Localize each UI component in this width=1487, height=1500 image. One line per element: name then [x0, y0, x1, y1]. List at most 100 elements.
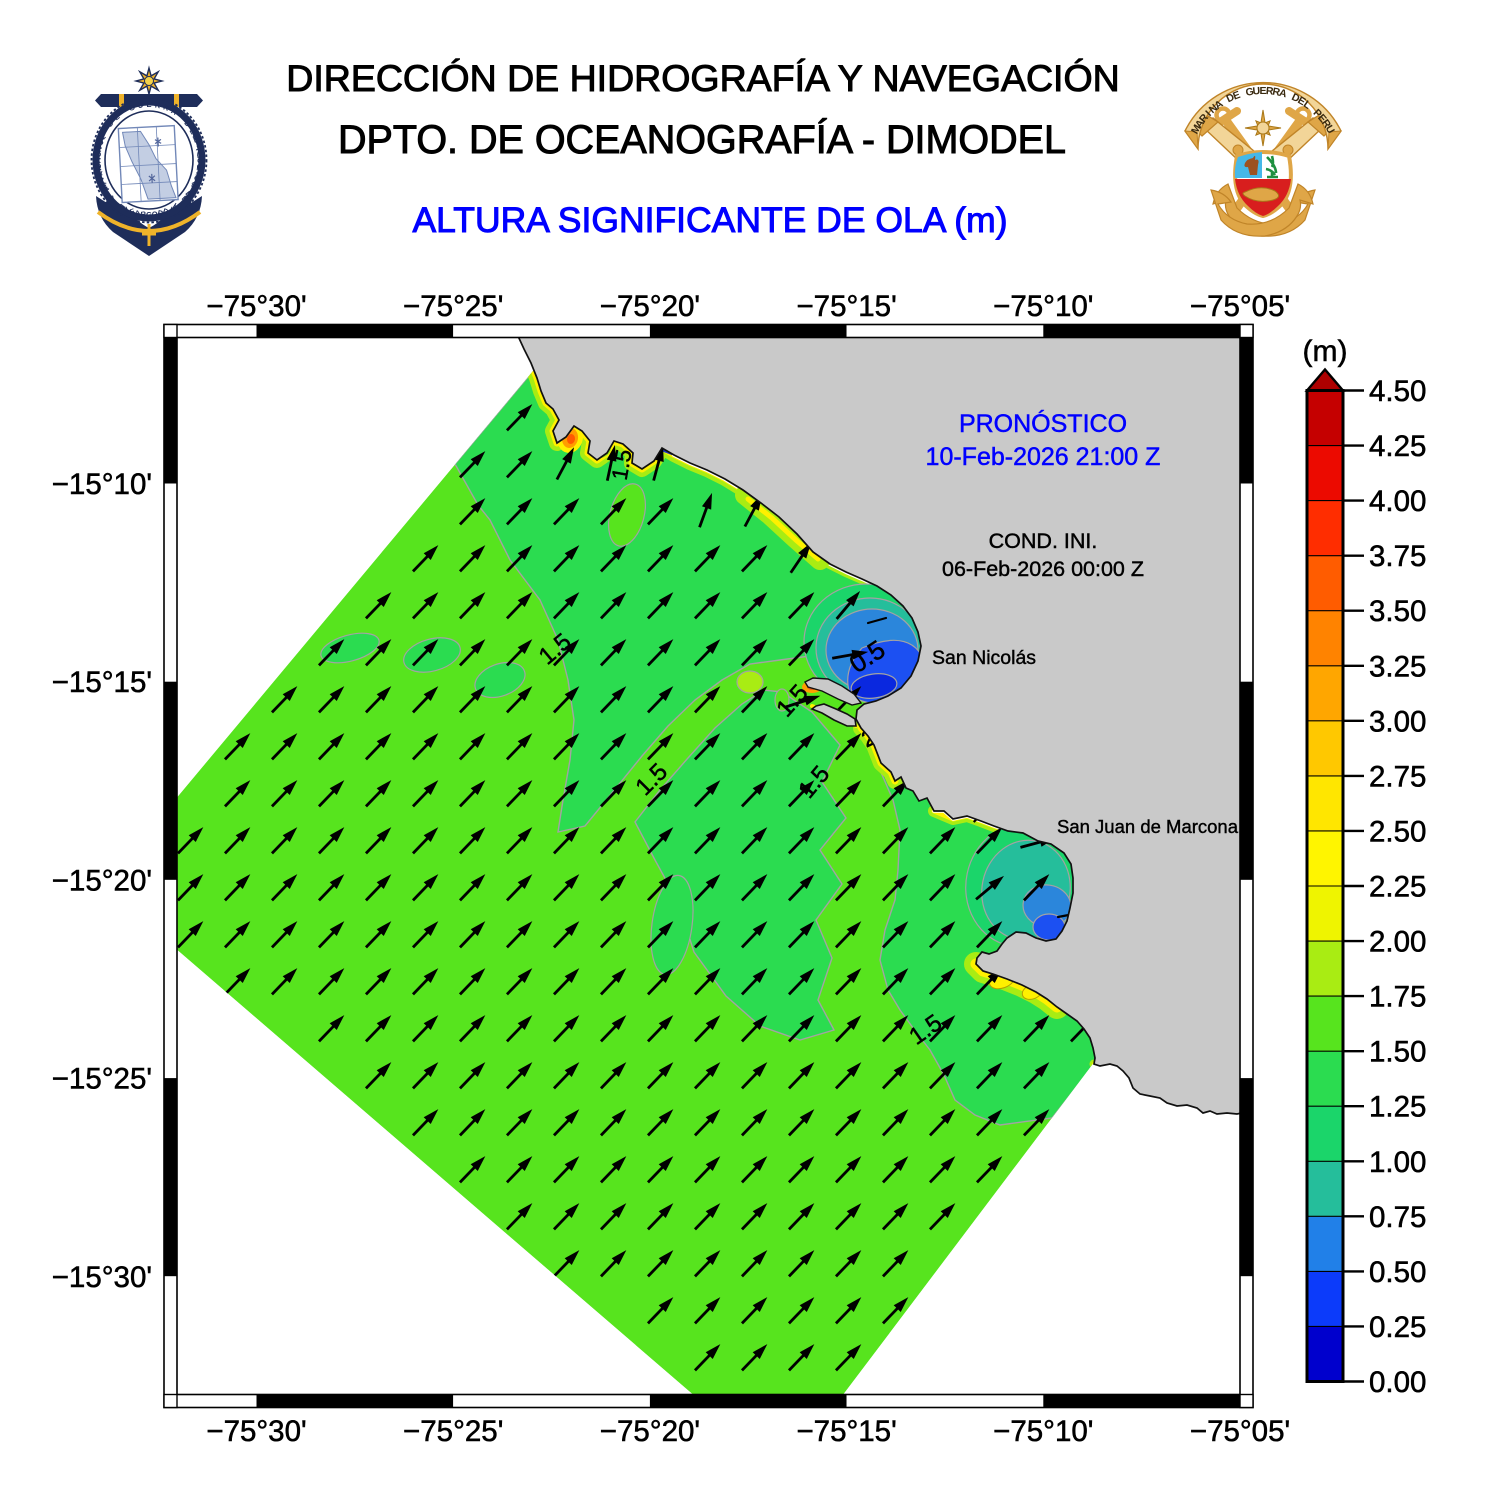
svg-text:R: R: [157, 208, 165, 218]
svg-text:C: C: [93, 151, 103, 158]
svg-text:N: N: [98, 133, 108, 142]
svg-text:COND. INI.: COND. INI.: [989, 529, 1098, 553]
svg-text:A: A: [1278, 87, 1289, 101]
svg-text:−75°25': −75°25': [403, 290, 503, 323]
svg-text:Y: Y: [108, 194, 118, 204]
svg-text:PRONÓSTICO: PRONÓSTICO: [959, 409, 1127, 438]
svg-text:U: U: [1252, 85, 1261, 98]
svg-text:V: V: [96, 175, 106, 183]
svg-text:I: I: [124, 205, 130, 214]
svg-text:E: E: [112, 112, 122, 122]
svg-text:−15°25': −15°25': [52, 1063, 152, 1096]
svg-text:C: C: [195, 163, 205, 170]
svg-text:U: U: [189, 182, 199, 191]
svg-text:G: G: [1245, 86, 1255, 99]
svg-text:D: D: [183, 189, 194, 199]
svg-text:A: A: [98, 179, 109, 188]
svg-text:I: I: [194, 171, 203, 175]
svg-text:R: R: [94, 164, 104, 171]
svg-text:I: I: [93, 157, 102, 159]
svg-text:D: D: [190, 133, 201, 142]
svg-text:−15°30': −15°30': [52, 1261, 152, 1294]
svg-text:D: D: [182, 119, 193, 129]
svg-text:0.25: 0.25: [1369, 1311, 1426, 1344]
svg-text:E: E: [180, 194, 190, 204]
svg-text:R: R: [1265, 85, 1274, 98]
svg-text:1.00: 1.00: [1369, 1146, 1426, 1179]
svg-text:−75°05': −75°05': [1190, 290, 1290, 323]
svg-text:3.50: 3.50: [1369, 595, 1426, 628]
svg-text:U: U: [137, 100, 144, 110]
svg-text:I: I: [94, 147, 103, 151]
svg-text:L: L: [192, 136, 202, 144]
svg-text:A: A: [170, 106, 180, 117]
svg-text:R: R: [154, 100, 161, 110]
svg-text:P: P: [195, 156, 204, 161]
svg-text:R: R: [1272, 86, 1282, 99]
svg-text:G: G: [146, 210, 152, 219]
svg-text:1.25: 1.25: [1369, 1091, 1426, 1124]
svg-text:R: R: [194, 145, 204, 153]
svg-text:2.75: 2.75: [1369, 760, 1426, 793]
svg-text:0.00: 0.00: [1369, 1366, 1426, 1399]
svg-text:0.75: 0.75: [1369, 1201, 1426, 1234]
svg-text:−75°15': −75°15': [796, 1415, 896, 1448]
svg-text:R: R: [140, 209, 147, 219]
svg-text:3.25: 3.25: [1369, 650, 1426, 683]
svg-text:1.50: 1.50: [1369, 1036, 1426, 1069]
svg-text:G: G: [94, 163, 104, 170]
svg-text:2.25: 2.25: [1369, 871, 1426, 904]
svg-text:A: A: [134, 208, 142, 218]
svg-text:−15°20': −15°20': [52, 864, 152, 897]
svg-text:I: I: [193, 140, 202, 145]
svg-text:−75°10': −75°10': [993, 1415, 1093, 1448]
svg-text:4.00: 4.00: [1369, 485, 1426, 518]
svg-text:3.75: 3.75: [1369, 540, 1426, 573]
svg-text:−75°20': −75°20': [600, 1415, 700, 1448]
svg-text:−75°15': −75°15': [796, 290, 896, 323]
svg-text:N: N: [101, 185, 112, 194]
svg-text:A: A: [93, 157, 102, 163]
svg-text:R: R: [162, 103, 171, 113]
svg-text:O: O: [95, 138, 105, 147]
svg-text:San Nicolás: San Nicolás: [932, 647, 1036, 669]
svg-text:E: E: [1231, 89, 1242, 103]
svg-text:06-Feb-2026 00:00 Z: 06-Feb-2026 00:00 Z: [942, 557, 1144, 581]
svg-text:I: I: [1203, 108, 1214, 119]
svg-text:1.75: 1.75: [1369, 981, 1426, 1014]
svg-text:10-Feb-2026 21:00 Z: 10-Feb-2026 21:00 Z: [926, 443, 1161, 471]
svg-text:N: N: [94, 146, 104, 153]
svg-text:3.00: 3.00: [1369, 705, 1426, 738]
svg-text:0.50: 0.50: [1369, 1256, 1426, 1289]
svg-text:A: A: [95, 173, 105, 182]
svg-text:E: E: [195, 165, 205, 171]
svg-text:4.25: 4.25: [1369, 430, 1426, 463]
svg-text:−15°10': −15°10': [52, 468, 152, 501]
svg-text:−75°20': −75°20': [600, 290, 700, 323]
svg-text:−75°25': −75°25': [403, 1415, 503, 1448]
svg-text:E: E: [146, 100, 151, 109]
svg-text:M: M: [99, 181, 110, 191]
svg-text:O: O: [192, 174, 202, 183]
svg-text:O: O: [151, 209, 158, 219]
svg-text:A: A: [117, 201, 127, 212]
svg-text:(m): (m): [1303, 335, 1348, 368]
svg-text:R: R: [192, 173, 202, 182]
svg-text:−15°15': −15°15': [52, 666, 152, 699]
svg-text:E: E: [1259, 85, 1266, 97]
svg-text:E: E: [188, 127, 198, 136]
svg-text:A: A: [96, 135, 107, 144]
svg-text:DPTO. DE OCEANOGRAFÍA - DIMODE: DPTO. DE OCEANOGRAFÍA - DIMODEL: [338, 118, 1066, 162]
svg-text:ALTURA SIGNIFICANTE DE OLA (m): ALTURA SIGNIFICANTE DE OLA (m): [412, 200, 1007, 240]
svg-text:H: H: [171, 201, 180, 212]
svg-text:G: G: [128, 102, 137, 112]
svg-text:−75°05': −75°05': [1190, 1415, 1290, 1448]
svg-text:San Juan de Marcona: San Juan de Marcona: [1057, 816, 1239, 837]
svg-text:4.50: 4.50: [1369, 375, 1426, 408]
svg-text:D: D: [105, 118, 116, 128]
svg-text:C: C: [195, 158, 204, 164]
svg-text:2.00: 2.00: [1369, 926, 1426, 959]
svg-text:D: D: [162, 206, 171, 216]
svg-text:DIRECCIÓN DE HIDROGRAFÍA Y NAV: DIRECCIÓN DE HIDROGRAFÍA Y NAVEGACIÓN: [286, 57, 1119, 99]
svg-text:E: E: [94, 169, 104, 176]
